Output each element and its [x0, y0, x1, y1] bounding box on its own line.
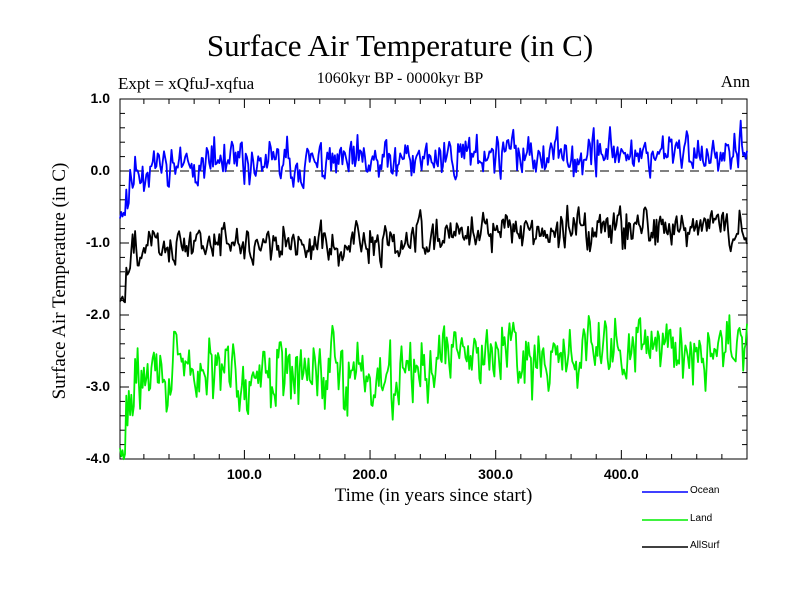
legend-label-allsurf: AllSurf — [690, 540, 720, 551]
x-axis-label: Time (in years since start) — [334, 485, 533, 506]
x-tick-label: 400.0 — [603, 466, 639, 482]
season-label: Ann — [720, 72, 750, 91]
x-tick-label: 300.0 — [478, 466, 514, 482]
chart-title: Surface Air Temperature (in C) — [206, 28, 594, 63]
axis-ticks — [120, 98, 748, 460]
legend-label-land: Land — [690, 513, 713, 524]
series-line-allsurf — [119, 204, 748, 304]
y-tick-label: 1.0 — [90, 90, 110, 106]
y-tick-label: -2.0 — [85, 306, 110, 322]
y-tick-label: -1.0 — [85, 234, 110, 250]
plot-frame — [119, 98, 748, 460]
y-tick-label: -4.0 — [85, 450, 110, 466]
period-label: 1060kyr BP - 0000kyr BP — [316, 70, 484, 87]
series-line-land — [119, 314, 748, 461]
series-lines — [119, 119, 748, 461]
legend — [642, 491, 688, 548]
series-line-ocean — [119, 119, 748, 219]
legend-label-ocean: Ocean — [690, 485, 720, 496]
y-tick-label: -3.0 — [85, 378, 110, 394]
x-tick-label: 200.0 — [352, 466, 388, 482]
x-tick-label: 100.0 — [226, 466, 262, 482]
y-tick-label: 0.0 — [90, 162, 110, 178]
experiment-label: Expt = xQfuJ-xqfua — [118, 74, 255, 93]
